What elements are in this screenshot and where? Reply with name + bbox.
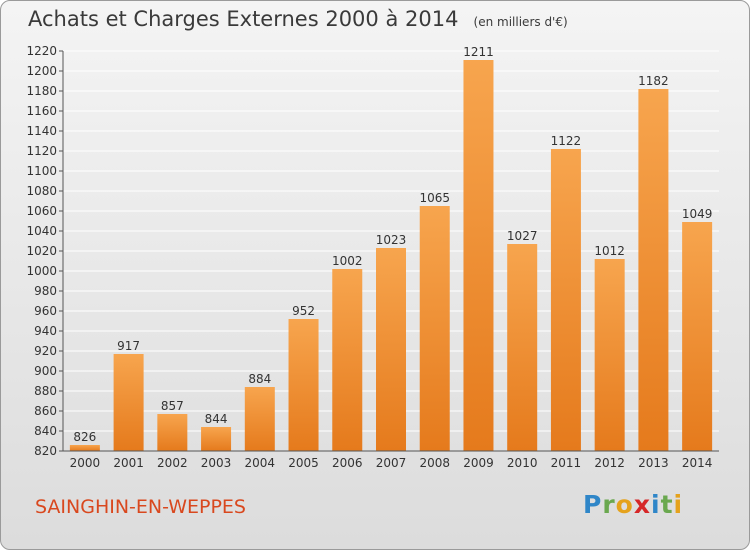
x-tick-label-2006: 2006 [332,456,363,470]
y-tick-label: 960 [34,304,57,318]
bar-2000 [69,445,100,451]
commune-name: SAINGHIN-EN-WEPPES [35,496,246,518]
bar-2001 [113,354,144,451]
chart-title: Achats et Charges Externes 2000 à 2014 [28,7,459,31]
x-tick-label-2005: 2005 [288,456,319,470]
bar-2005 [288,319,319,451]
bar-2006 [332,269,363,451]
bar-2012 [594,259,625,451]
y-tick-label: 1200 [26,64,57,78]
bar-2014 [682,222,713,451]
x-tick-label-2003: 2003 [201,456,232,470]
x-tick-label-2002: 2002 [157,456,188,470]
x-tick-label-2001: 2001 [113,456,144,470]
y-tick-label: 1180 [26,84,57,98]
data-label-2004: 884 [248,372,271,386]
x-tick-label-2011: 2011 [551,456,582,470]
y-tick-label: 900 [34,364,57,378]
data-label-2002: 857 [161,399,184,413]
y-tick-label: 940 [34,324,57,338]
x-tick-label-2007: 2007 [376,456,407,470]
y-tick-label: 1140 [26,124,57,138]
data-label-2008: 1065 [419,191,450,205]
y-tick-label: 1060 [26,204,57,218]
bar-2011 [550,149,581,451]
data-label-2001: 917 [117,339,140,353]
data-label-2003: 844 [205,412,228,426]
bar-layer: 826 917 857 844 884 952 1002 1023 1065 1211 1027 11… [69,45,713,451]
x-tick-label-2013: 2013 [638,456,669,470]
y-tick-label: 1160 [26,104,57,118]
data-label-2011: 1122 [551,134,582,148]
chart-title-block: Achats et Charges Externes 2000 à 2014 (… [28,7,568,31]
data-label-2013: 1182 [638,74,669,88]
axis-layer: 820 840 860 880 900 920 940 960 980 1000 1020 1040 1… [26,44,719,470]
y-tick-label: 1080 [26,184,57,198]
data-label-2009: 1211 [463,45,494,59]
bar-2008 [419,206,450,451]
data-label-2012: 1012 [594,244,625,258]
y-tick-label: 980 [34,284,57,298]
proxiti-logo: Proxiti [583,490,684,519]
y-tick-label: 1040 [26,224,57,238]
unit-note: (en milliers d'€) [473,15,568,29]
x-tick-label-2008: 2008 [419,456,450,470]
bar-2004 [244,387,275,451]
bar-2003 [201,427,232,451]
x-tick-label-2000: 2000 [70,456,101,470]
x-tick-label-2010: 2010 [507,456,538,470]
x-tick-label-2009: 2009 [463,456,494,470]
y-tick-label: 920 [34,344,57,358]
x-tick-label-2004: 2004 [245,456,276,470]
data-label-2006: 1002 [332,254,363,268]
y-tick-label: 1020 [26,244,57,258]
y-tick-label: 1000 [26,264,57,278]
x-tick-label-2014: 2014 [682,456,713,470]
data-label-2005: 952 [292,304,315,318]
data-label-2000: 826 [73,430,96,444]
data-label-2014: 1049 [682,207,713,221]
bar-2002 [157,414,188,451]
bar-2009 [463,60,494,451]
y-tick-label: 860 [34,404,57,418]
y-tick-label: 1100 [26,164,57,178]
y-tick-label: 840 [34,424,57,438]
data-label-2007: 1023 [376,233,407,247]
y-tick-label: 880 [34,384,57,398]
y-tick-label: 1220 [26,44,57,58]
y-tick-label: 1120 [26,144,57,158]
x-tick-label-2012: 2012 [594,456,625,470]
data-label-2010: 1027 [507,229,538,243]
bar-2007 [376,248,406,451]
bar-2013 [638,89,669,451]
bar-2010 [507,244,538,451]
y-tick-label: 820 [34,444,57,458]
